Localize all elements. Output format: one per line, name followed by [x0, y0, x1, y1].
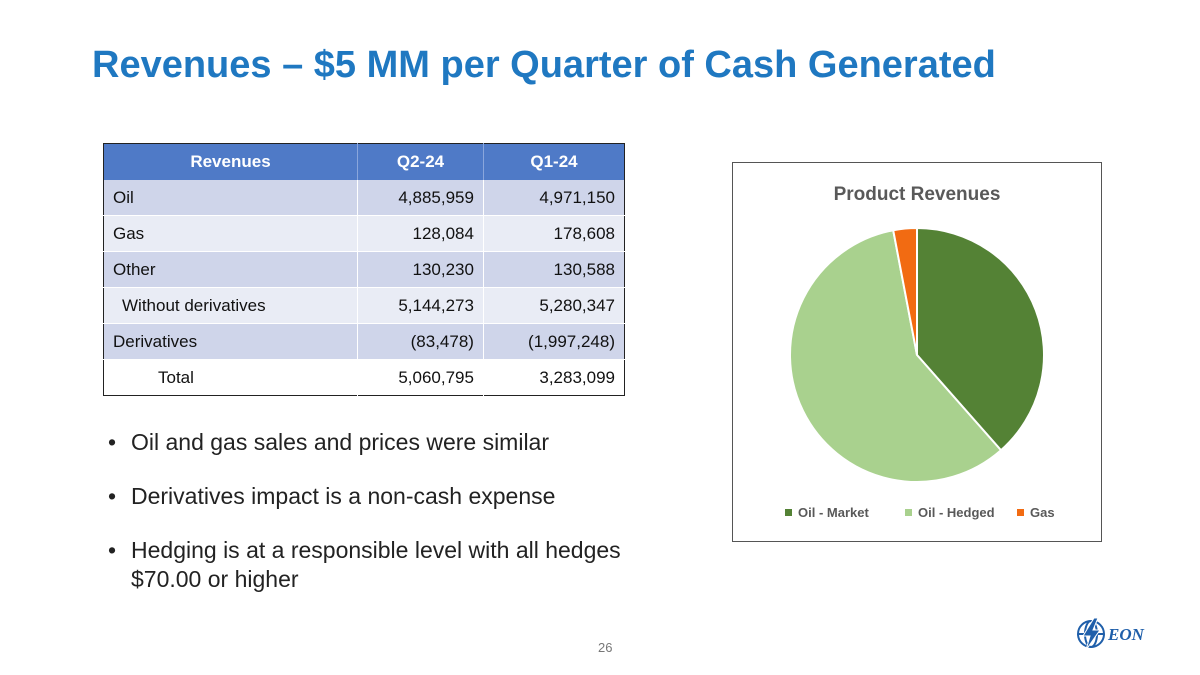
table-header: Revenues: [103, 143, 358, 180]
bullet-item: • Derivatives impact is a non-cash expen…: [108, 482, 648, 511]
table-row: Oil 4,885,959 4,971,150: [103, 180, 625, 216]
cell-q1: 3,283,099: [482, 359, 625, 396]
product-revenues-chart: Product Revenues Oil - Market Oil - Hedge…: [732, 162, 1102, 542]
cell-q2: 128,084: [357, 215, 484, 252]
bullet-dot: •: [108, 483, 117, 509]
cell-q1: (1,997,248): [482, 323, 625, 360]
chart-title: Product Revenues: [834, 184, 1001, 205]
bullet-item: • Hedging is at a responsible level with…: [108, 536, 648, 594]
row-label: Derivatives: [103, 323, 358, 360]
cell-q2: 130,230: [357, 251, 484, 288]
cell-q1: 4,971,150: [482, 180, 625, 216]
bullet-list: • Oil and gas sales and prices were simi…: [108, 428, 648, 619]
bullet-text: Derivatives impact is a non-cash expense: [131, 483, 556, 509]
legend-label: Oil - Hedged: [918, 505, 995, 520]
row-label: Other: [103, 251, 358, 288]
row-label: Without derivatives: [103, 287, 358, 324]
chart-legend: Oil - Market Oil - Hedged Gas: [785, 505, 1055, 520]
cell-q2: 5,060,795: [357, 359, 484, 396]
table-header: Q2-24: [357, 143, 484, 180]
row-label: Gas: [103, 215, 358, 252]
cell-q1: 5,280,347: [482, 287, 625, 324]
table-row-total: Total 5,060,795 3,283,099: [103, 359, 625, 396]
legend-swatch: [785, 509, 792, 516]
row-label: Oil: [103, 180, 358, 216]
table-row: Derivatives (83,478) (1,997,248): [103, 323, 625, 360]
legend-label: Gas: [1030, 505, 1055, 520]
cell-q2: 4,885,959: [357, 180, 484, 216]
bullet-item: • Oil and gas sales and prices were simi…: [108, 428, 648, 457]
company-logo: EON: [1074, 616, 1162, 657]
pie-chart-svg: Product Revenues Oil - Market Oil - Hedge…: [785, 184, 1055, 520]
table-row: Without derivatives 5,144,273 5,280,347: [103, 287, 625, 324]
cell-q2: (83,478): [357, 323, 484, 360]
pie-slices: [789, 226, 1045, 483]
legend-label: Oil - Market: [798, 505, 869, 520]
pie-slice-oil-hedged: [789, 229, 1003, 483]
page-number: 26: [598, 640, 613, 655]
table-header-row: Revenues Q2-24 Q1-24: [103, 143, 625, 180]
logo-text: EON: [1107, 625, 1145, 644]
table-row: Other 130,230 130,588: [103, 251, 625, 288]
bullet-text: Oil and gas sales and prices were simila…: [131, 429, 550, 455]
lightning-globe-icon: EON: [1077, 617, 1145, 651]
page-title: Revenues – $5 MM per Quarter of Cash Gen…: [92, 44, 996, 86]
cell-q2: 5,144,273: [357, 287, 484, 324]
row-label: Total: [103, 359, 358, 396]
bullet-dot: •: [108, 429, 117, 455]
cell-q1: 178,608: [482, 215, 625, 252]
cell-q1: 130,588: [482, 251, 625, 288]
legend-swatch: [905, 509, 912, 516]
table-row: Gas 128,084 178,608: [103, 215, 625, 252]
legend-swatch: [1017, 509, 1024, 516]
revenue-table: Revenues Q2-24 Q1-24 Oil 4,885,959 4,971…: [103, 143, 625, 396]
bullet-dot: •: [108, 537, 117, 563]
pie-slice-oil-market: [916, 226, 1045, 452]
table-header: Q1-24: [483, 143, 625, 180]
pie-slice-gas: [892, 226, 918, 356]
bullet-text: Hedging is at a responsible level with a…: [131, 537, 621, 592]
